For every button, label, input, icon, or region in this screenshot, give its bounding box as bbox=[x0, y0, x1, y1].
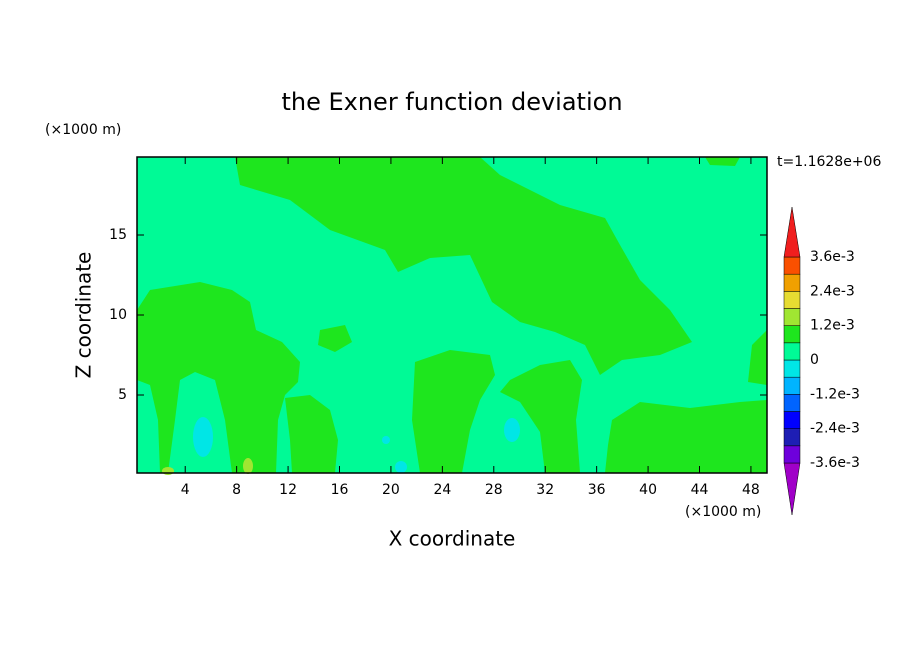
contour-region bbox=[243, 458, 253, 474]
colorbar-label: -1.2e-3 bbox=[810, 386, 860, 402]
colorbar-segment bbox=[783, 428, 801, 447]
contour-region bbox=[748, 330, 767, 385]
contour-region bbox=[412, 350, 495, 473]
colorbar-segment bbox=[783, 256, 801, 275]
contour-region bbox=[318, 325, 352, 352]
x-tick-label: 36 bbox=[588, 482, 606, 498]
contour-region bbox=[285, 395, 338, 473]
colorbar-label: 2.4e-3 bbox=[810, 283, 855, 299]
colorbar-label: -3.6e-3 bbox=[810, 455, 860, 471]
colorbar-segment bbox=[783, 445, 801, 464]
contour-region bbox=[395, 461, 407, 473]
x-tick-label: 8 bbox=[232, 482, 241, 498]
colorbar-segment bbox=[783, 411, 801, 429]
contour-field bbox=[137, 157, 767, 475]
x-tick-label: 4 bbox=[181, 482, 190, 498]
colorbar-label: -2.4e-3 bbox=[810, 421, 860, 437]
x-tick-label: 48 bbox=[742, 482, 760, 498]
y-unit: (×1000 m) bbox=[45, 122, 121, 138]
x-tick-label: 16 bbox=[331, 482, 349, 498]
y-axis-label: Z coordinate bbox=[72, 252, 96, 379]
colorbar-segment bbox=[783, 394, 801, 412]
y-tick-label: 15 bbox=[109, 227, 127, 243]
x-tick-label: 24 bbox=[433, 482, 451, 498]
chart-title: the Exner function deviation bbox=[281, 88, 622, 116]
contour-region bbox=[162, 467, 174, 475]
colorbar-segment bbox=[783, 342, 801, 361]
colorbar-label: 0 bbox=[810, 352, 819, 368]
colorbar-segment bbox=[783, 273, 801, 292]
colorbar-triangle bbox=[783, 206, 801, 258]
x-axis-label: X coordinate bbox=[389, 527, 516, 551]
colorbar-label: 3.6e-3 bbox=[810, 249, 855, 265]
annotation: t=1.1628e+06 bbox=[777, 154, 881, 170]
contour-region bbox=[235, 157, 692, 375]
contour-region bbox=[705, 157, 740, 166]
contour-region bbox=[137, 282, 300, 473]
x-tick-label: 28 bbox=[485, 482, 503, 498]
colorbar-segment bbox=[783, 376, 801, 395]
y-tick-label: 5 bbox=[118, 387, 127, 403]
x-unit: (×1000 m) bbox=[685, 504, 761, 520]
contour-region bbox=[605, 400, 767, 473]
x-tick-label: 32 bbox=[536, 482, 554, 498]
contour-region bbox=[193, 417, 213, 457]
contour-region bbox=[504, 418, 520, 442]
contour-region bbox=[500, 360, 582, 473]
y-tick-label: 10 bbox=[109, 307, 127, 323]
colorbar-segment bbox=[783, 291, 801, 309]
x-tick-label: 12 bbox=[279, 482, 297, 498]
x-tick-label: 44 bbox=[691, 482, 709, 498]
colorbar-segment bbox=[783, 308, 801, 326]
x-tick-label: 20 bbox=[382, 482, 400, 498]
contour-region bbox=[382, 436, 390, 444]
colorbar-label: 1.2e-3 bbox=[810, 318, 855, 334]
colorbar-segment bbox=[783, 359, 801, 378]
x-tick-label: 40 bbox=[639, 482, 657, 498]
colorbar-segment bbox=[783, 325, 801, 344]
